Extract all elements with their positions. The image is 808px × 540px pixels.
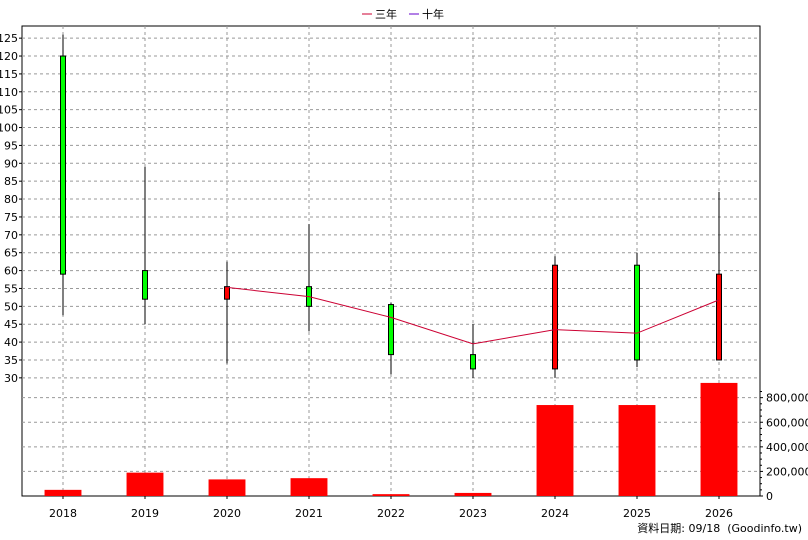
x-tick-label: 2020 [213, 507, 241, 520]
price-tick-label: 80 [4, 193, 18, 206]
volume-bar [372, 494, 410, 496]
volume-bar [454, 492, 492, 496]
legend-label: 三年 [375, 7, 397, 21]
volume-bar [536, 405, 574, 496]
footer-date-value: 09/18 [688, 522, 721, 535]
candle-body [470, 354, 476, 370]
x-tick-label: 2019 [131, 507, 159, 520]
volume-tick-label: 200,000 [766, 465, 808, 478]
price-tick-label: 70 [4, 229, 18, 242]
volume-bar [126, 472, 164, 496]
price-tick-label: 115 [0, 68, 18, 81]
volume-tick-label: 0 [766, 490, 773, 503]
volume-bar [700, 382, 738, 496]
x-tick-label: 2024 [541, 507, 569, 520]
price-tick-label: 50 [4, 300, 18, 313]
volume-bar [44, 489, 82, 496]
candle-body [634, 264, 640, 361]
price-tick-label: 65 [4, 247, 18, 260]
candle-body [224, 286, 230, 300]
x-tick-label: 2023 [459, 507, 487, 520]
candle-body [388, 304, 394, 356]
price-tick-label: 35 [4, 354, 18, 367]
price-tick-label: 90 [4, 157, 18, 170]
footer-date-label: 資料日期: [637, 522, 685, 535]
x-tick-label: 2021 [295, 507, 323, 520]
x-tick-label: 2022 [377, 507, 405, 520]
series-line-三年 [226, 286, 720, 345]
x-tick-label: 2026 [705, 507, 733, 520]
legend-label: 十年 [422, 7, 444, 21]
candle-body [716, 273, 722, 361]
footer: 資料日期: 09/18 (Goodinfo.tw) [637, 520, 802, 536]
volume-tick-label: 600,000 [766, 416, 808, 429]
volume-tick-label: 800,000 [766, 392, 808, 405]
volume-bar [618, 405, 656, 496]
candle-body [142, 270, 148, 300]
price-tick-label: 120 [0, 50, 18, 63]
candle-body [552, 264, 558, 370]
price-tick-label: 100 [0, 122, 18, 135]
price-tick-label: 55 [4, 282, 18, 295]
price-tick-label: 40 [4, 336, 18, 349]
price-tick-label: 110 [0, 86, 18, 99]
candle-body [60, 55, 66, 275]
footer-source: (Goodinfo.tw) [727, 522, 802, 535]
price-tick-label: 105 [0, 104, 18, 117]
price-tick-label: 75 [4, 211, 18, 224]
volume-bar [290, 478, 328, 496]
price-tick-label: 95 [4, 139, 18, 152]
price-tick-label: 60 [4, 265, 18, 278]
price-tick-label: 85 [4, 175, 18, 188]
x-tick-label: 2025 [623, 507, 651, 520]
volume-tick-label: 400,000 [766, 441, 808, 454]
price-tick-label: 45 [4, 318, 18, 331]
price-tick-label: 125 [0, 32, 18, 45]
x-tick-label: 2018 [49, 507, 77, 520]
volume-bar [208, 479, 246, 496]
price-tick-label: 30 [4, 372, 18, 385]
